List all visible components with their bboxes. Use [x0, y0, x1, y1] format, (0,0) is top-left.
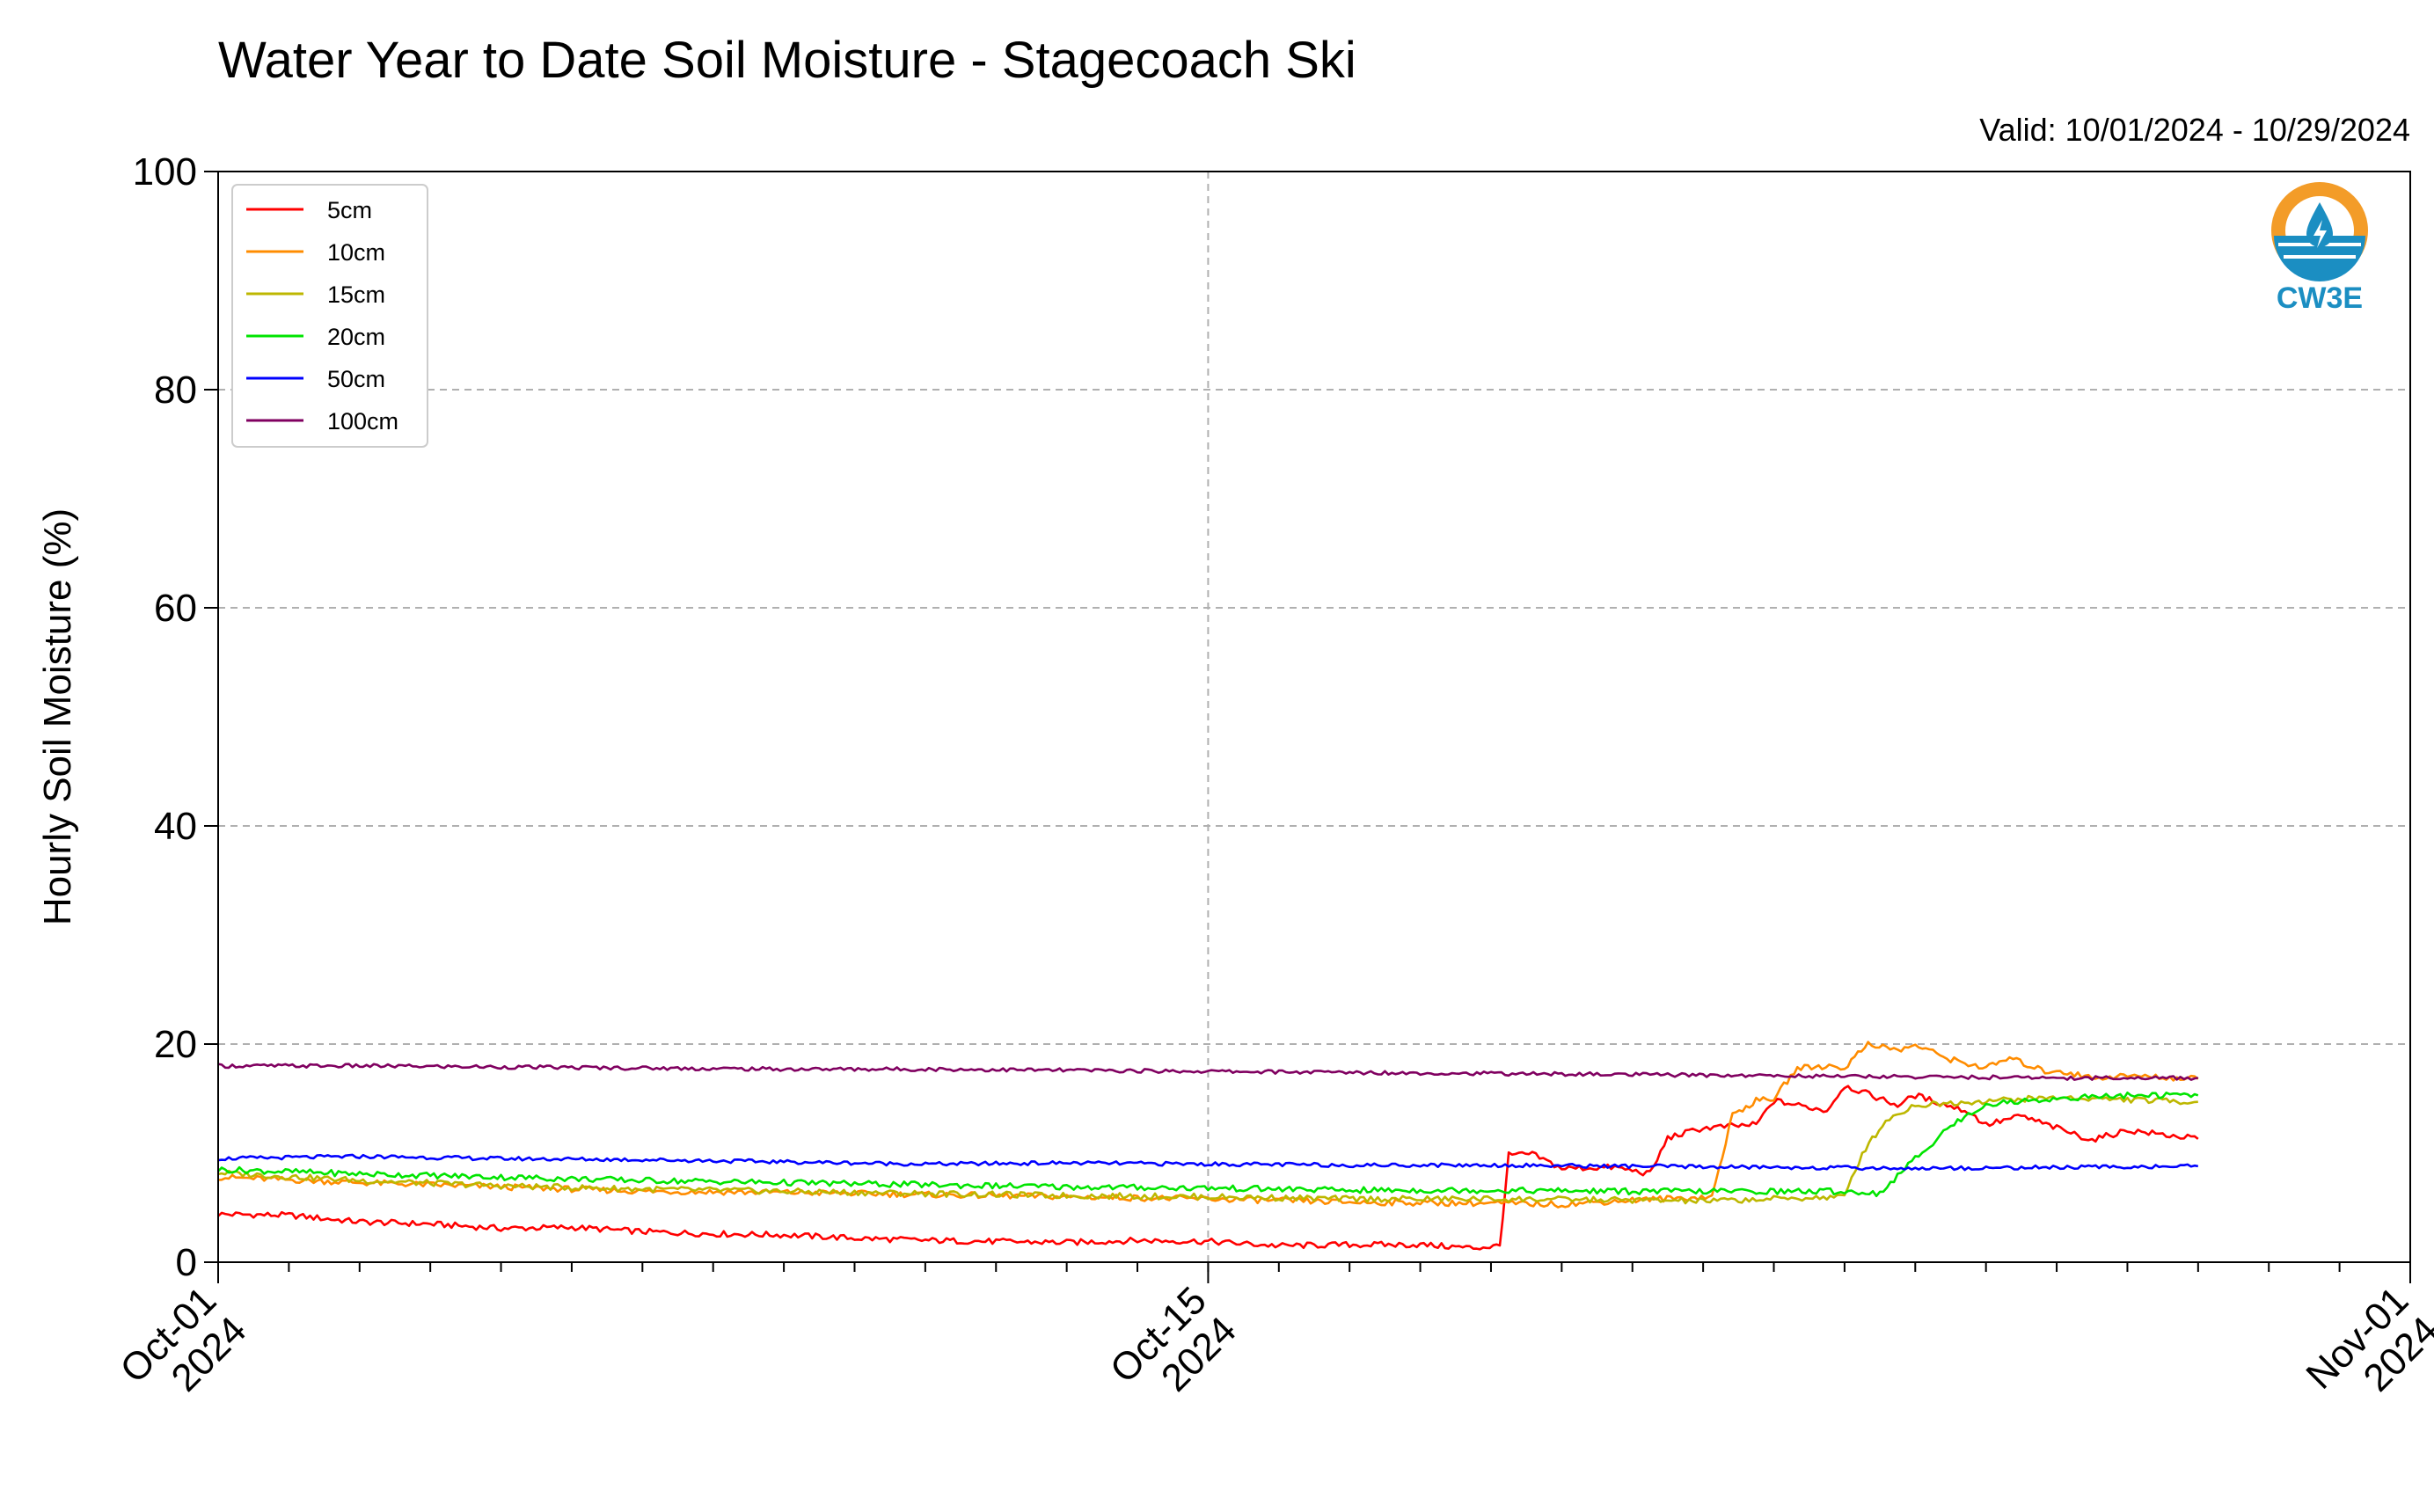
y-axis-ticks: 0 20 40 60 80 100 — [133, 150, 218, 1284]
plot-frame — [217, 171, 2411, 1263]
legend-label-10cm: 10cm — [327, 239, 385, 266]
y-tick-label: 40 — [154, 805, 197, 848]
y-tick-label: 60 — [154, 587, 197, 630]
plot-series — [217, 1041, 2199, 1251]
series-line-100cm — [217, 1063, 2199, 1081]
y-tick-label: 20 — [154, 1023, 197, 1066]
y-tick-label: 100 — [133, 150, 197, 194]
legend-label-50cm: 50cm — [327, 366, 385, 392]
y-tick-label: 80 — [154, 369, 197, 412]
series-line-15cm — [217, 1094, 2198, 1205]
cw3e-logo: CW3E — [2271, 182, 2368, 315]
legend-label-20cm: 20cm — [327, 324, 385, 350]
y-tick-label: 0 — [176, 1241, 197, 1284]
legend: 5cm 10cm 15cm 20cm 50cm 100cm — [231, 184, 428, 448]
logo-text: CW3E — [2277, 281, 2363, 315]
chart-title: Water Year to Date Soil Moisture - Stage… — [218, 32, 1356, 89]
lightning-icon — [2313, 220, 2327, 248]
series-line-20cm — [217, 1092, 2199, 1198]
grid-lines — [218, 172, 2410, 1262]
chart-subtitle: Valid: 10/01/2024 - 10/29/2024 — [1979, 112, 2410, 148]
series-line-5cm — [217, 1085, 2199, 1251]
series-line-50cm — [217, 1153, 2199, 1172]
legend-label-100cm: 100cm — [327, 408, 398, 435]
legend-label-5cm: 5cm — [327, 197, 372, 223]
y-axis-label: Hourly Soil Moisture (%) — [36, 508, 79, 925]
legend-label-15cm: 15cm — [327, 281, 385, 308]
